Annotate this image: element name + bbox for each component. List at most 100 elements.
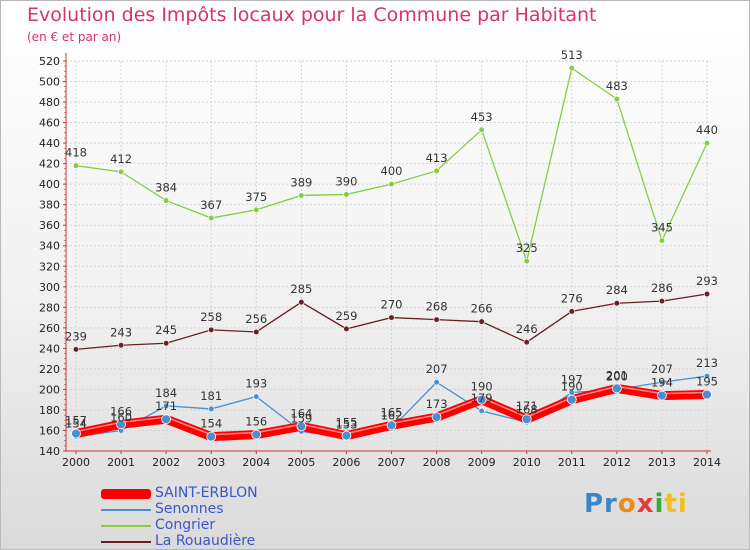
data-point (253, 393, 260, 400)
data-label: 207 (426, 362, 448, 376)
data-label: 190 (471, 380, 493, 394)
data-point (703, 140, 711, 147)
legend-swatch (101, 489, 151, 499)
data-point (521, 414, 532, 425)
data-label: 413 (426, 151, 448, 165)
data-label: 195 (696, 375, 718, 389)
data-point (658, 237, 666, 244)
data-label: 157 (65, 414, 87, 428)
data-point (613, 300, 620, 307)
data-label: 276 (561, 291, 583, 305)
data-label: 201 (606, 368, 628, 382)
y-tick-label: 420 (39, 158, 60, 171)
data-label: 418 (65, 146, 87, 160)
x-tick-label: 2004 (242, 456, 270, 469)
data-label: 453 (471, 110, 493, 124)
data-point (478, 318, 485, 325)
data-point (341, 430, 352, 441)
data-point (343, 191, 350, 198)
data-label: 412 (110, 152, 132, 166)
data-point (523, 339, 530, 346)
data-labels-layer: 157 166 171 154 156 164 155 165 173 190 171 190 201 1… (65, 48, 718, 431)
data-label: 256 (245, 312, 267, 326)
chart-subtitle: (en € et par an) (27, 30, 122, 44)
data-label: 270 (381, 298, 403, 312)
y-tick-label: 140 (39, 445, 60, 458)
legend-swatch (101, 509, 151, 511)
y-tick-label: 200 (39, 383, 60, 396)
data-label: 154 (65, 417, 87, 431)
x-tick-label: 2008 (423, 456, 451, 469)
data-label: 293 (696, 274, 718, 288)
data-point (658, 298, 666, 305)
x-tick-label: 2005 (287, 456, 315, 469)
data-label: 483 (606, 79, 628, 93)
data-label: 197 (561, 373, 583, 387)
data-label: 153 (335, 418, 357, 432)
x-tick-label: 2003 (197, 456, 225, 469)
series-layer (71, 65, 712, 442)
data-label: 200 (606, 369, 628, 383)
x-tick-label: 2002 (152, 456, 180, 469)
y-tick-label: 520 (39, 55, 60, 68)
y-tick-label: 180 (39, 404, 60, 417)
data-point (72, 346, 80, 353)
y-tick-label: 360 (39, 219, 60, 232)
x-tick-label: 2013 (648, 456, 676, 469)
data-label: 384 (155, 181, 177, 195)
data-point (478, 126, 485, 133)
legend-label: La Rouaudière (155, 533, 256, 549)
data-label: 213 (696, 356, 718, 370)
data-point (433, 316, 440, 323)
data-label: 259 (335, 309, 357, 323)
data-point (611, 383, 622, 394)
legend-item: La Rouaudière (101, 533, 361, 550)
data-label: 285 (290, 282, 312, 296)
data-point (208, 214, 215, 222)
data-label: 266 (471, 302, 493, 316)
legend-label: Congrier (155, 517, 216, 533)
data-point (253, 206, 260, 213)
y-tick-label: 460 (39, 117, 60, 130)
data-label: 168 (516, 402, 538, 416)
logo-letter: i (654, 489, 665, 519)
data-point (478, 407, 485, 415)
data-label: 243 (110, 325, 132, 339)
legend-label: Senonnes (155, 501, 224, 517)
data-label: 246 (516, 322, 538, 336)
y-tick-label: 240 (39, 342, 60, 355)
proxiti-logo: Proxiti (584, 489, 688, 519)
data-label: 375 (245, 190, 267, 204)
data-label: 171 (516, 399, 538, 413)
x-tick-label: 2014 (693, 456, 721, 469)
data-point (657, 390, 667, 401)
data-point (703, 290, 711, 298)
data-point (703, 372, 711, 380)
legend-item: SAINT-ERBLON (101, 485, 361, 502)
data-point (208, 326, 215, 333)
legend: SAINT-ERBLON Senonnes Congrier La Rouaudièr… (101, 485, 361, 550)
data-label: 245 (155, 323, 177, 337)
data-point (433, 379, 440, 386)
data-label: 389 (290, 175, 312, 189)
legend-swatch (101, 525, 151, 527)
logo-letter: o (617, 489, 637, 519)
data-point (388, 181, 395, 188)
y-tick-labels: 140 160 180 200 220 240 260 280 300 320 340 360 380 4… (39, 55, 60, 458)
x-tick-label: 2012 (603, 456, 631, 469)
data-point (163, 402, 170, 409)
data-point (206, 431, 217, 442)
data-label: 286 (651, 281, 673, 295)
x-tick-label: 2000 (62, 456, 90, 469)
y-tick-label: 480 (39, 96, 60, 109)
data-label: 258 (200, 310, 222, 324)
data-point (117, 168, 125, 175)
data-point (386, 420, 397, 431)
y-tick-label: 160 (39, 424, 60, 437)
data-label: 194 (651, 376, 673, 390)
data-label: 154 (200, 417, 222, 431)
y-tick-label: 500 (39, 76, 60, 89)
data-point (431, 412, 442, 423)
